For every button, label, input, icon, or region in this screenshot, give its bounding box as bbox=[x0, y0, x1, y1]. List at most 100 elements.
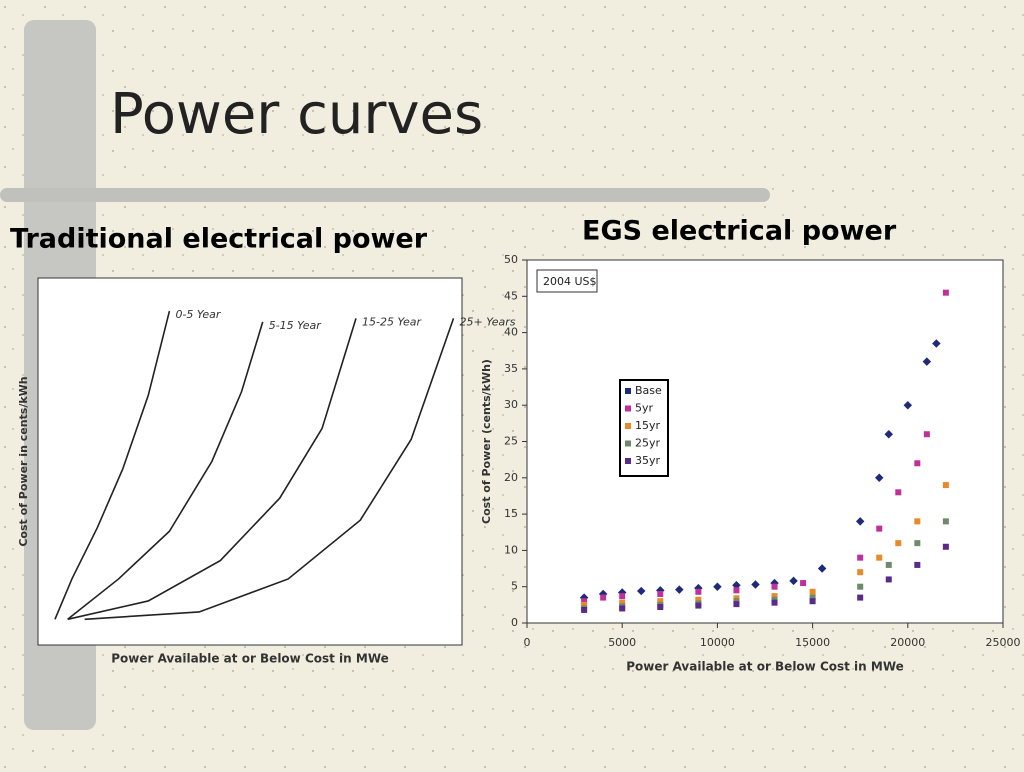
curve bbox=[67, 321, 264, 620]
point bbox=[809, 598, 816, 605]
point bbox=[771, 599, 778, 606]
point bbox=[884, 429, 894, 439]
point bbox=[657, 590, 664, 597]
x-tick-label: 10000 bbox=[700, 636, 735, 649]
plot-area bbox=[37, 277, 463, 646]
point bbox=[942, 482, 949, 489]
x-axis-label: Power Available at or Below Cost in MWe bbox=[626, 660, 904, 674]
curve-label: 5-15 Year bbox=[269, 319, 322, 332]
point bbox=[695, 602, 702, 609]
x-tick-label: 0 bbox=[524, 636, 531, 649]
point bbox=[695, 596, 702, 603]
curve-label: 0-5 Year bbox=[175, 308, 221, 321]
legend-label: 25yr bbox=[635, 437, 661, 450]
point bbox=[817, 564, 827, 573]
point bbox=[922, 357, 932, 366]
point bbox=[885, 576, 892, 583]
legend-swatch bbox=[625, 405, 631, 412]
point bbox=[895, 540, 902, 547]
point bbox=[619, 593, 626, 600]
curve-label: 25+ Years bbox=[460, 315, 516, 328]
point bbox=[751, 580, 760, 589]
point bbox=[914, 540, 921, 547]
x-axis-label: Power Available at or Below Cost in MWe bbox=[111, 652, 389, 666]
curve-label: 15-25 Year bbox=[362, 315, 422, 328]
point bbox=[914, 518, 921, 525]
point bbox=[876, 525, 883, 532]
point bbox=[636, 586, 646, 596]
y-tick-label: 45 bbox=[504, 289, 518, 302]
y-tick-label: 35 bbox=[504, 362, 518, 375]
point bbox=[914, 460, 921, 467]
point bbox=[874, 473, 884, 483]
point bbox=[855, 517, 865, 526]
point bbox=[809, 594, 816, 601]
point bbox=[942, 543, 949, 550]
point bbox=[857, 583, 864, 590]
y-tick-label: 25 bbox=[504, 435, 518, 448]
point bbox=[903, 400, 913, 410]
legend-label: 15yr bbox=[635, 419, 661, 432]
annotation: 2004 US$ bbox=[543, 275, 597, 288]
y-tick-label: 30 bbox=[504, 398, 518, 411]
point bbox=[809, 588, 816, 595]
y-tick-label: 50 bbox=[504, 253, 518, 266]
point bbox=[857, 569, 864, 576]
point bbox=[713, 582, 722, 591]
point bbox=[733, 601, 740, 608]
point bbox=[695, 588, 702, 595]
curve bbox=[84, 318, 455, 621]
point bbox=[657, 604, 664, 611]
legend-label: 35yr bbox=[635, 454, 661, 467]
y-tick-label: 10 bbox=[504, 543, 518, 556]
point bbox=[657, 598, 664, 605]
point bbox=[771, 593, 778, 600]
point bbox=[581, 598, 588, 605]
point bbox=[600, 594, 607, 601]
chart-title: Traditional electrical power bbox=[10, 224, 428, 255]
curve bbox=[67, 318, 357, 621]
y-tick-label: 15 bbox=[504, 507, 518, 520]
legend-label: Base bbox=[635, 384, 662, 397]
point bbox=[857, 554, 864, 561]
legend-swatch bbox=[625, 458, 631, 464]
point bbox=[932, 339, 941, 348]
point bbox=[789, 576, 798, 586]
y-axis-label: Cost of Power (cents/kWh) bbox=[480, 359, 493, 524]
point bbox=[885, 561, 892, 568]
point bbox=[771, 583, 778, 590]
point bbox=[942, 518, 949, 525]
y-axis-label: Cost of Power in cents/kWh bbox=[17, 376, 30, 546]
horizontal-bar bbox=[0, 188, 770, 202]
x-tick-label: 15000 bbox=[795, 636, 830, 649]
y-tick-label: 5 bbox=[511, 580, 518, 593]
point bbox=[942, 289, 949, 296]
point bbox=[675, 585, 684, 594]
slide-title: Power curves bbox=[110, 82, 483, 147]
x-tick-label: 25000 bbox=[986, 636, 1021, 649]
x-tick-label: 20000 bbox=[890, 636, 925, 649]
point bbox=[800, 580, 807, 587]
point bbox=[876, 554, 883, 561]
point bbox=[581, 601, 588, 608]
point bbox=[619, 599, 626, 606]
point bbox=[581, 606, 588, 613]
point bbox=[923, 431, 930, 438]
annotation-box bbox=[536, 269, 598, 293]
point bbox=[857, 594, 864, 601]
y-tick-label: 40 bbox=[504, 326, 518, 339]
legend-label: 5yr bbox=[635, 402, 654, 415]
point bbox=[619, 605, 626, 612]
y-tick-label: 20 bbox=[504, 471, 518, 484]
legend-swatch bbox=[625, 388, 631, 394]
point bbox=[914, 561, 921, 568]
point bbox=[733, 587, 740, 594]
legend-swatch bbox=[625, 423, 631, 429]
plot-area bbox=[526, 259, 1004, 624]
legend-swatch bbox=[625, 440, 631, 447]
point bbox=[895, 489, 902, 496]
x-tick-label: 5000 bbox=[608, 636, 636, 649]
curve bbox=[54, 310, 171, 620]
